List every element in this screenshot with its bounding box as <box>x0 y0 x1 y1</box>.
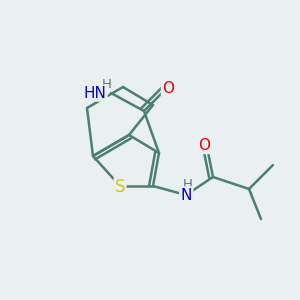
Text: S: S <box>115 178 125 196</box>
Text: O: O <box>162 81 174 96</box>
Text: O: O <box>198 138 210 153</box>
Text: H: H <box>102 77 111 91</box>
Text: N: N <box>180 188 192 202</box>
Text: H: H <box>183 178 192 191</box>
Text: HN: HN <box>84 85 106 100</box>
